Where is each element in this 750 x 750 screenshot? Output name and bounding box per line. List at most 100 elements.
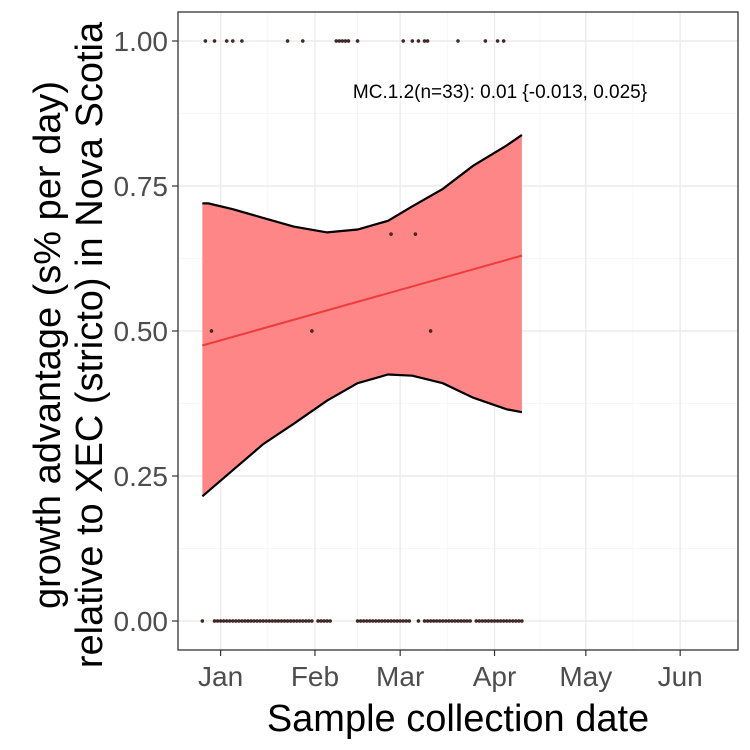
data-points-layer bbox=[200, 39, 524, 623]
data-point-zero bbox=[297, 619, 302, 623]
data-point-zero bbox=[453, 619, 457, 623]
data-point-zero bbox=[307, 619, 311, 623]
data-point bbox=[456, 39, 460, 43]
data-point-zero bbox=[456, 619, 460, 623]
y-tick-label: 0.25 bbox=[114, 461, 169, 492]
data-point-zero bbox=[416, 619, 421, 623]
data-point-zero bbox=[514, 619, 518, 623]
data-point-zero bbox=[407, 619, 412, 623]
data-point-zero bbox=[261, 619, 266, 623]
data-point bbox=[410, 39, 415, 43]
data-point bbox=[483, 39, 488, 43]
data-point-zero bbox=[510, 619, 515, 623]
data-point bbox=[212, 39, 217, 43]
data-point-zero bbox=[392, 619, 396, 623]
confidence-band-layer bbox=[201, 134, 523, 498]
y-tick-label: 0.50 bbox=[114, 316, 169, 347]
data-point bbox=[334, 39, 339, 43]
data-point-zero bbox=[218, 619, 223, 623]
data-point-zero bbox=[477, 619, 482, 623]
confidence-band-upper bbox=[202, 134, 523, 234]
data-point-zero bbox=[264, 619, 269, 623]
data-point-zero bbox=[389, 619, 393, 623]
data-point-zero bbox=[447, 619, 451, 623]
data-point bbox=[224, 39, 229, 43]
data-point-zero bbox=[252, 619, 256, 623]
data-point bbox=[337, 39, 342, 43]
data-point-zero bbox=[422, 619, 427, 623]
data-point bbox=[501, 39, 506, 43]
data-point-zero bbox=[489, 619, 494, 623]
data-point-zero bbox=[358, 619, 363, 623]
data-point-zero bbox=[437, 619, 442, 623]
data-point-zero bbox=[267, 619, 272, 623]
data-point bbox=[209, 329, 214, 333]
x-tick-label: Mar bbox=[376, 661, 424, 692]
data-point-zero bbox=[310, 619, 314, 623]
data-point-zero bbox=[282, 619, 287, 623]
data-point bbox=[310, 329, 314, 333]
data-point-zero bbox=[398, 619, 402, 623]
data-point bbox=[230, 39, 235, 43]
data-point-zero bbox=[212, 619, 217, 623]
data-point bbox=[416, 39, 421, 43]
data-point-zero bbox=[520, 619, 524, 623]
data-point-zero bbox=[434, 619, 439, 623]
data-point bbox=[389, 232, 393, 236]
data-point bbox=[413, 232, 418, 236]
data-point-zero bbox=[227, 619, 232, 623]
data-point bbox=[343, 39, 348, 43]
data-point-zero bbox=[240, 619, 244, 623]
data-point-zero bbox=[246, 619, 250, 623]
data-point bbox=[401, 39, 406, 43]
y-axis-title: growth advantage (s% per day) relative t… bbox=[27, 21, 111, 668]
data-point-zero bbox=[322, 619, 326, 623]
data-point-zero bbox=[431, 619, 436, 623]
data-point-zero bbox=[444, 619, 448, 623]
data-point-zero bbox=[200, 619, 205, 623]
data-point bbox=[285, 39, 290, 43]
data-point-zero bbox=[273, 619, 278, 623]
fit-line bbox=[202, 254, 523, 347]
data-point-zero bbox=[468, 619, 472, 623]
data-point-zero bbox=[304, 619, 308, 623]
x-tick-label: Jun bbox=[658, 661, 703, 692]
data-point-zero bbox=[224, 619, 229, 623]
data-point-zero bbox=[234, 619, 238, 623]
data-point-zero bbox=[450, 619, 454, 623]
data-point-zero bbox=[374, 619, 378, 623]
data-point-zero bbox=[364, 619, 369, 623]
data-point-zero bbox=[380, 619, 384, 623]
data-point-zero bbox=[279, 619, 284, 623]
data-point-zero bbox=[230, 619, 235, 623]
data-point-zero bbox=[221, 619, 226, 623]
data-point-zero bbox=[462, 619, 466, 623]
data-point-zero bbox=[243, 619, 247, 623]
data-point-zero bbox=[428, 619, 433, 623]
x-tick-label: Jan bbox=[198, 661, 243, 692]
y-axis-title-line-1: growth advantage (s% per day) bbox=[27, 81, 69, 609]
confidence-band bbox=[202, 134, 522, 497]
data-point bbox=[203, 39, 208, 43]
data-point-zero bbox=[258, 619, 262, 623]
data-point-zero bbox=[288, 619, 293, 623]
data-point-zero bbox=[507, 619, 512, 623]
data-point-zero bbox=[325, 619, 329, 623]
data-point-zero bbox=[495, 619, 500, 623]
data-point-zero bbox=[501, 619, 506, 623]
data-point-zero bbox=[367, 619, 372, 623]
data-point-zero bbox=[386, 619, 390, 623]
y-axis-title-line-2: relative to XEC (stricto) in Nova Scotia bbox=[69, 21, 111, 668]
data-point bbox=[240, 39, 244, 43]
y-tick-label: 0.75 bbox=[114, 171, 169, 202]
data-point-zero bbox=[383, 619, 387, 623]
data-point-zero bbox=[255, 619, 259, 623]
data-point-zero bbox=[486, 619, 491, 623]
x-tick-label: Feb bbox=[291, 661, 339, 692]
data-point bbox=[355, 39, 360, 43]
data-point-zero bbox=[425, 619, 430, 623]
data-point bbox=[428, 329, 433, 333]
confidence-band-lower bbox=[201, 373, 523, 498]
data-point-zero bbox=[498, 619, 503, 623]
data-point-zero bbox=[319, 619, 323, 623]
